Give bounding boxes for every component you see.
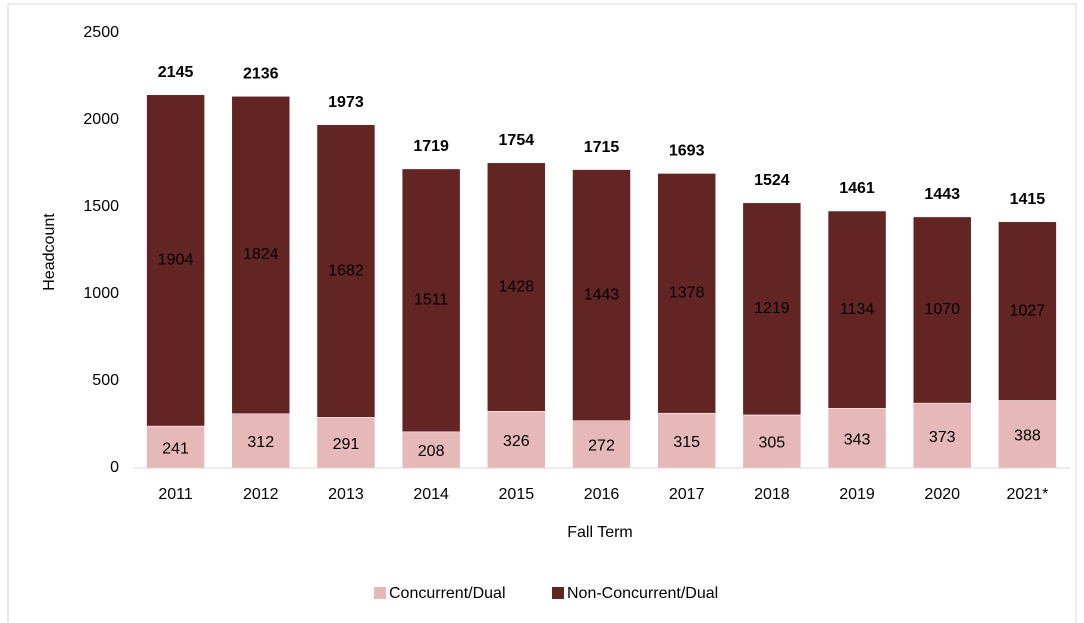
bar-segment xyxy=(657,173,716,414)
data-label: 305 xyxy=(759,435,786,452)
x-tick-label: 2014 xyxy=(413,486,449,503)
x-tick-label: 2013 xyxy=(328,486,364,503)
data-label: 241 xyxy=(162,440,189,457)
data-label: 291 xyxy=(333,436,360,453)
x-tick-label: 2016 xyxy=(584,486,620,503)
total-label: 1524 xyxy=(754,172,790,189)
bar-segment xyxy=(146,425,205,469)
y-tick-label: 2000 xyxy=(83,111,119,128)
total-label: 2136 xyxy=(243,66,279,83)
y-tick-label: 0 xyxy=(110,459,119,476)
bar-segment xyxy=(146,94,205,427)
data-label: 315 xyxy=(673,434,700,451)
data-label: 1027 xyxy=(1010,302,1046,319)
x-tick-label: 2015 xyxy=(499,486,535,503)
total-label: 1443 xyxy=(924,186,960,203)
bar-segment xyxy=(231,96,291,414)
y-tick-label: 2500 xyxy=(83,24,119,41)
x-tick-label: 2018 xyxy=(754,486,790,503)
legend-swatch xyxy=(374,587,386,599)
bar-segment xyxy=(231,413,291,469)
data-label: 208 xyxy=(418,443,445,460)
total-label: 1461 xyxy=(839,180,875,197)
bar-segment xyxy=(487,411,546,469)
bar-segment xyxy=(912,216,972,404)
bar-segment xyxy=(316,417,376,469)
x-tick-label: 2011 xyxy=(158,486,193,503)
bar-segment xyxy=(912,402,972,469)
data-label: 1443 xyxy=(584,286,620,303)
data-label: 1682 xyxy=(328,262,364,279)
bar-segment xyxy=(827,210,887,409)
x-tick-label: 2019 xyxy=(839,486,875,503)
data-label: 1378 xyxy=(669,285,705,302)
data-label: 1070 xyxy=(924,301,960,318)
bar-segment xyxy=(572,169,631,421)
bar-segment xyxy=(401,431,461,469)
total-label: 1754 xyxy=(499,132,535,149)
data-label: 1511 xyxy=(414,292,449,309)
data-label: 1824 xyxy=(243,246,279,263)
legend-label: Concurrent/Dual xyxy=(389,585,506,602)
x-tick-label: 2020 xyxy=(924,486,960,503)
bar-segment xyxy=(572,420,631,469)
x-tick-label: 2017 xyxy=(669,486,705,503)
bar-segment xyxy=(742,202,802,416)
data-label: 343 xyxy=(844,431,871,448)
total-label: 1693 xyxy=(669,143,705,160)
total-label: 2145 xyxy=(158,64,194,81)
bar-segment xyxy=(827,408,887,469)
total-label: 1973 xyxy=(328,94,364,111)
data-label: 388 xyxy=(1014,427,1041,444)
data-label: 1904 xyxy=(158,252,194,269)
total-label: 1719 xyxy=(413,138,449,155)
bar-segment xyxy=(316,124,376,418)
bar-segment xyxy=(487,162,546,412)
y-tick-label: 1000 xyxy=(83,285,119,302)
bar-segment xyxy=(401,168,461,433)
data-label: 1134 xyxy=(840,301,875,318)
x-axis-title: Fall Term xyxy=(567,524,633,541)
data-label: 326 xyxy=(503,433,530,450)
legend-swatch xyxy=(552,587,564,599)
total-label: 1415 xyxy=(1010,191,1046,208)
data-label: 312 xyxy=(247,434,274,451)
data-label: 272 xyxy=(588,438,615,455)
y-tick-label: 1500 xyxy=(83,198,119,215)
y-axis-title: Headcount xyxy=(41,213,58,291)
total-label: 1715 xyxy=(584,139,620,156)
data-label: 1428 xyxy=(499,278,535,295)
data-label: 1219 xyxy=(754,300,790,317)
bar-segment xyxy=(742,414,802,469)
data-label: 373 xyxy=(929,429,956,446)
x-tick-label: 2021* xyxy=(1006,486,1048,503)
bar-segment xyxy=(998,221,1057,401)
y-tick-label: 500 xyxy=(92,372,119,389)
legend-label: Non-Concurrent/Dual xyxy=(567,585,718,602)
x-tick-label: 2012 xyxy=(243,486,279,503)
